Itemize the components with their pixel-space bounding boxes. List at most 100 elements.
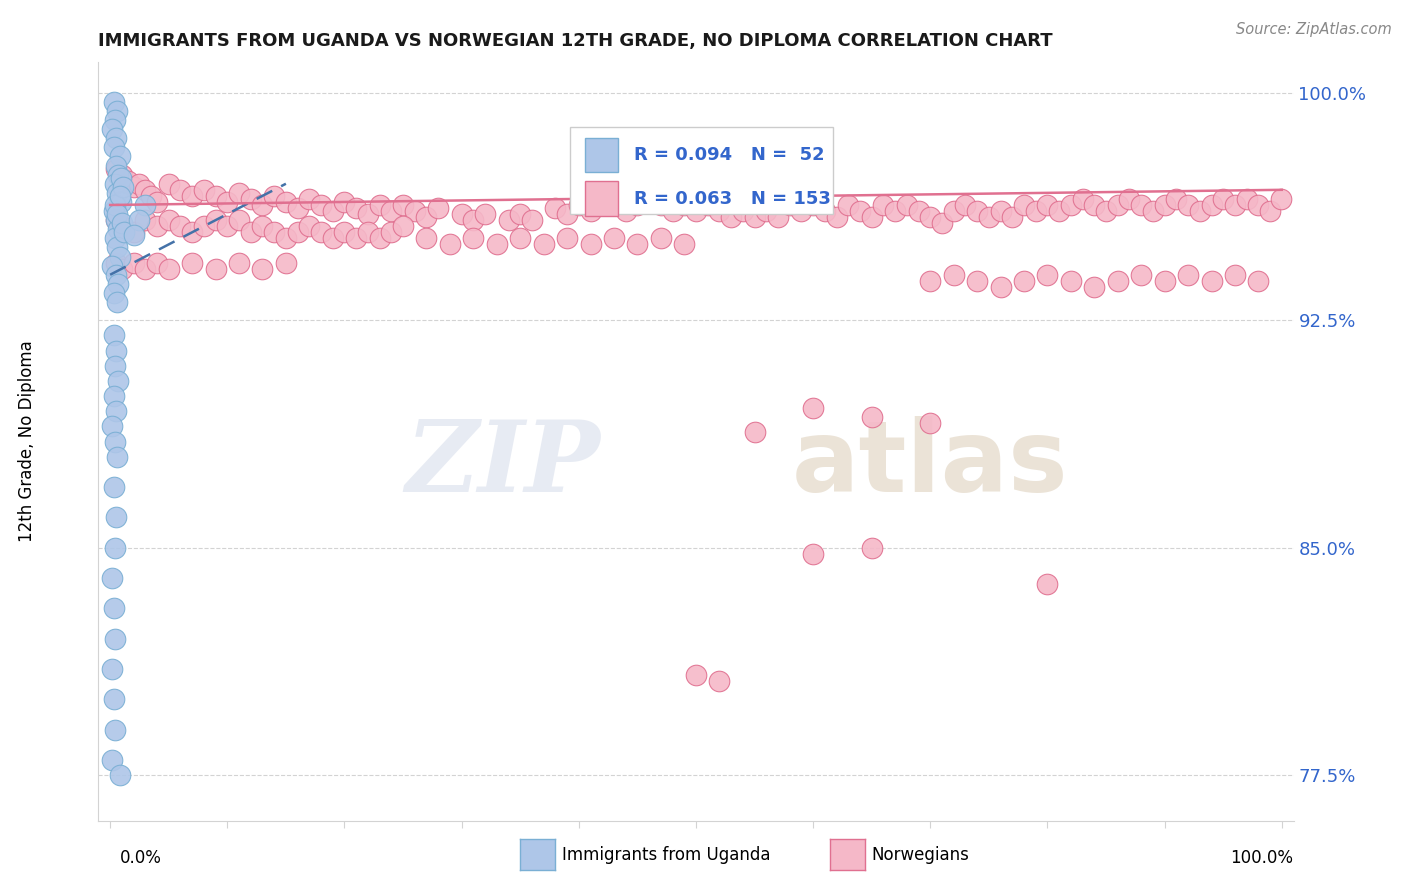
Text: 12th Grade, No Diploma: 12th Grade, No Diploma <box>18 341 35 542</box>
Immigrants from Uganda <box>103 95 125 109</box>
Immigrants from Uganda <box>105 343 128 358</box>
Norwegians <box>779 198 801 212</box>
Norwegians <box>766 210 789 224</box>
Text: R = 0.063   N = 153: R = 0.063 N = 153 <box>634 189 831 208</box>
Norwegians <box>169 183 191 197</box>
Norwegians <box>744 210 766 224</box>
Norwegians <box>157 177 180 191</box>
Immigrants from Uganda <box>101 122 124 136</box>
Text: 100.0%: 100.0% <box>1230 849 1294 867</box>
Norwegians <box>860 541 883 555</box>
Norwegians <box>474 207 496 221</box>
Norwegians <box>801 401 824 416</box>
Norwegians <box>990 280 1012 294</box>
Norwegians <box>146 194 169 209</box>
Norwegians <box>357 207 380 221</box>
Norwegians <box>790 204 813 219</box>
Norwegians <box>146 255 169 269</box>
Norwegians <box>568 198 591 212</box>
Immigrants from Uganda <box>103 328 125 343</box>
Norwegians <box>709 204 731 219</box>
Norwegians <box>1036 198 1059 212</box>
Text: Norwegians: Norwegians <box>872 846 970 863</box>
Immigrants from Uganda <box>105 186 128 200</box>
Norwegians <box>239 225 262 239</box>
Immigrants from Uganda <box>105 213 128 227</box>
Immigrants from Uganda <box>105 268 128 282</box>
Norwegians <box>287 201 309 215</box>
Immigrants from Uganda <box>103 140 125 154</box>
Norwegians <box>117 174 139 188</box>
Immigrants from Uganda <box>107 168 129 182</box>
Norwegians <box>955 198 977 212</box>
Norwegians <box>392 219 415 234</box>
Immigrants from Uganda <box>108 250 131 264</box>
Norwegians <box>322 204 344 219</box>
Norwegians <box>555 231 578 245</box>
Norwegians <box>146 219 169 234</box>
Norwegians <box>228 186 250 200</box>
Norwegians <box>544 201 567 215</box>
Norwegians <box>1118 192 1140 206</box>
Norwegians <box>415 231 437 245</box>
Norwegians <box>837 198 859 212</box>
Norwegians <box>603 231 626 245</box>
Norwegians <box>626 198 648 212</box>
Norwegians <box>333 225 356 239</box>
Immigrants from Uganda <box>103 204 125 219</box>
Norwegians <box>157 261 180 276</box>
Immigrants from Uganda <box>103 692 125 706</box>
Norwegians <box>228 213 250 227</box>
Immigrants from Uganda <box>104 541 127 555</box>
Norwegians <box>872 198 894 212</box>
Norwegians <box>181 225 204 239</box>
Norwegians <box>357 225 380 239</box>
Norwegians <box>181 189 204 203</box>
Norwegians <box>463 231 485 245</box>
Norwegians <box>309 225 332 239</box>
Immigrants from Uganda <box>103 389 125 403</box>
Norwegians <box>579 237 602 252</box>
Norwegians <box>1047 204 1070 219</box>
Norwegians <box>533 237 555 252</box>
Norwegians <box>1258 204 1281 219</box>
Norwegians <box>204 213 226 227</box>
Norwegians <box>1201 198 1223 212</box>
Immigrants from Uganda <box>112 179 135 194</box>
Norwegians <box>344 201 367 215</box>
Norwegians <box>579 204 602 219</box>
Norwegians <box>193 183 215 197</box>
Immigrants from Uganda <box>105 131 128 145</box>
Immigrants from Uganda <box>101 419 124 434</box>
Norwegians <box>942 204 965 219</box>
Norwegians <box>849 204 872 219</box>
Norwegians <box>801 547 824 561</box>
Norwegians <box>181 255 204 269</box>
Norwegians <box>1247 198 1270 212</box>
Norwegians <box>931 216 953 230</box>
Immigrants from Uganda <box>104 359 127 373</box>
Norwegians <box>204 189 226 203</box>
Norwegians <box>709 674 731 689</box>
Norwegians <box>368 231 391 245</box>
Norwegians <box>134 213 156 227</box>
Norwegians <box>274 255 297 269</box>
Norwegians <box>1036 268 1059 282</box>
Norwegians <box>309 198 332 212</box>
Immigrants from Uganda <box>134 198 156 212</box>
Norwegians <box>1060 198 1083 212</box>
Norwegians <box>920 274 942 288</box>
Text: ZIP: ZIP <box>405 416 600 513</box>
Immigrants from Uganda <box>104 231 127 245</box>
Norwegians <box>1012 274 1035 288</box>
Norwegians <box>509 207 531 221</box>
Norwegians <box>252 198 274 212</box>
Norwegians <box>122 225 145 239</box>
Norwegians <box>404 204 426 219</box>
Norwegians <box>134 261 156 276</box>
Immigrants from Uganda <box>101 753 124 767</box>
Norwegians <box>344 231 367 245</box>
Norwegians <box>603 198 626 212</box>
Norwegians <box>333 194 356 209</box>
Norwegians <box>520 213 543 227</box>
